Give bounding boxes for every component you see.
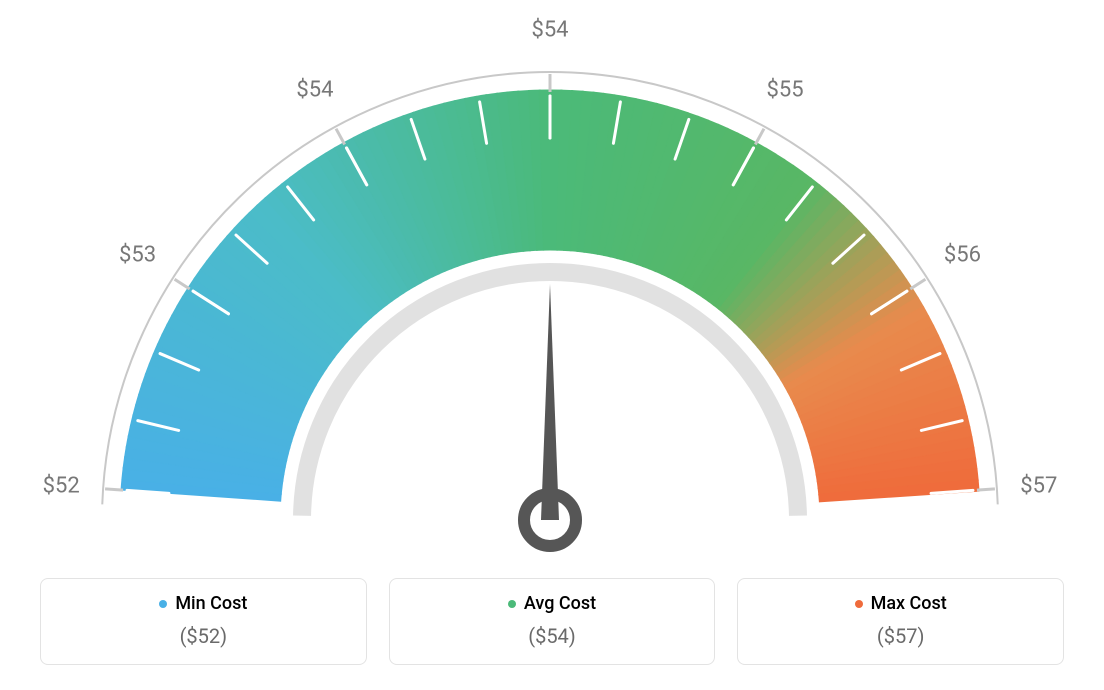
legend-label-avg: Avg Cost <box>524 593 596 614</box>
legend-dot-avg <box>508 600 516 608</box>
legend-label-max: Max Cost <box>871 593 947 614</box>
legend-title-min: Min Cost <box>159 593 247 614</box>
gauge-tick-label: $54 <box>531 18 568 43</box>
legend-card-avg: Avg Cost ($54) <box>389 578 716 666</box>
gauge-tick-label: $57 <box>1020 473 1057 498</box>
legend-card-min: Min Cost ($52) <box>40 578 367 666</box>
gauge-tick-label: $53 <box>119 243 156 268</box>
legend-label-min: Min Cost <box>175 593 247 614</box>
legend-card-max: Max Cost ($57) <box>737 578 1064 666</box>
legend-value-avg: ($54) <box>400 624 705 648</box>
legend-dot-max <box>855 600 863 608</box>
legend-dot-min <box>159 600 167 608</box>
gauge-tick-label: $55 <box>767 78 804 103</box>
legend-value-max: ($57) <box>748 624 1053 648</box>
legend-value-min: ($52) <box>51 624 356 648</box>
gauge-tick-label: $54 <box>296 78 333 103</box>
legend-title-avg: Avg Cost <box>508 593 596 614</box>
gauge-tick-label: $52 <box>43 473 80 498</box>
gauge-chart: $52 $53 $54 $54 $55 $56 $57 <box>0 0 1104 560</box>
legend-row: Min Cost ($52) Avg Cost ($54) Max Cost (… <box>40 578 1064 666</box>
legend-title-max: Max Cost <box>855 593 947 614</box>
gauge-svg <box>0 0 1104 560</box>
gauge-tick-label: $56 <box>944 243 981 268</box>
